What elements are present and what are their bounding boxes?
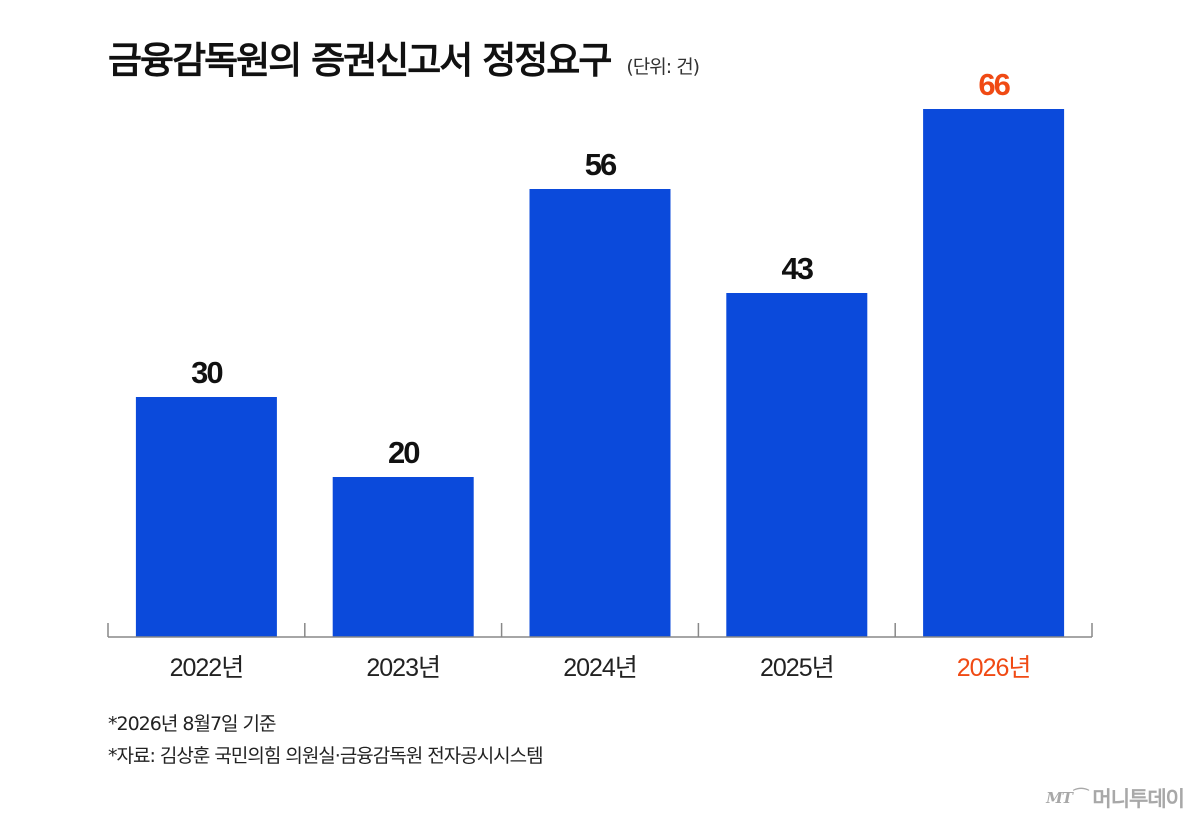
data-label: 30 (191, 355, 222, 390)
data-label: 20 (388, 435, 419, 470)
x-tick-label: 2026년 (957, 654, 1031, 682)
footnote-source: *자료: 김상훈 국민의힘 의원실·금융감독원 전자공시시스템 (108, 745, 544, 767)
x-tick-label: 2024년 (563, 654, 637, 682)
footnotes: *2026년 8월7일 기준 *자료: 김상훈 국민의힘 의원실·금융감독원 전… (108, 708, 544, 772)
data-label: 56 (585, 147, 617, 182)
footnote-basis-date: *2026년 8월7일 기준 (108, 713, 277, 735)
logo-swoosh-icon: ⁀ (1073, 787, 1089, 809)
chart-header: 금융감독원의 증권신고서 정정요구 (단위: 건) (108, 30, 700, 84)
bar-2024년 (529, 189, 671, 637)
logo-mark: MT (1046, 789, 1073, 807)
x-tick-label: 2023년 (366, 654, 440, 682)
data-label: 43 (782, 251, 814, 286)
unit-label: (단위: 건) (626, 56, 700, 78)
x-tick-label: 2025년 (760, 654, 834, 682)
x-tick-label: 2022년 (170, 654, 244, 682)
logo-name: 머니투데이 (1092, 787, 1185, 811)
data-label: 66 (978, 67, 1010, 102)
bar-2023년 (332, 477, 474, 637)
publisher-logo: MT ⁀ 머니투데이 (1046, 783, 1185, 813)
chart-title: 금융감독원의 증권신고서 정정요구 (108, 39, 612, 82)
bar-2025년 (726, 293, 868, 637)
bar-2026년 (923, 109, 1065, 637)
bar-2022년 (135, 397, 277, 637)
